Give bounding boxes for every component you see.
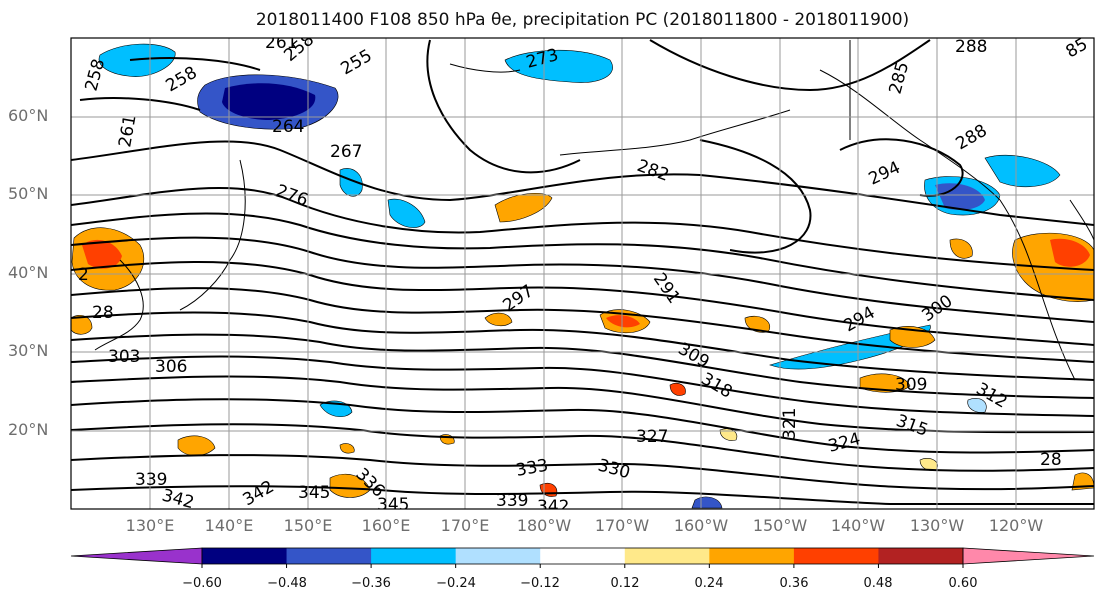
map-title: 2018011400 F108 850 hPa θe, precipitatio… xyxy=(255,10,910,30)
contour-label: 342 xyxy=(537,497,569,517)
colorbar-tick-label: −0.12 xyxy=(520,576,560,591)
contour-label: 342 xyxy=(160,486,197,514)
lat-label-50n: 50°N xyxy=(8,184,49,203)
lon-label: 130°E xyxy=(125,516,175,535)
colorbar-cell xyxy=(286,548,372,564)
contour-label: 264 xyxy=(272,117,304,137)
contour-label: 339 xyxy=(135,470,167,490)
colorbar-tick-label: 0.24 xyxy=(694,576,724,591)
contour-label: 306 xyxy=(155,357,187,377)
colorbar-extend-min xyxy=(70,547,203,565)
colorbar-cell xyxy=(793,548,879,564)
contour-label: 303 xyxy=(108,347,140,367)
map-border xyxy=(70,37,1095,510)
lat-label-30n: 30°N xyxy=(8,341,49,360)
colorbar-tick-label: −0.48 xyxy=(267,576,307,591)
contour-label: 345 xyxy=(377,495,409,515)
lon-label: 170°E xyxy=(440,516,490,535)
colorbar xyxy=(70,547,1095,568)
colorbar-tick-label: −0.36 xyxy=(351,576,391,591)
lon-label: 180°W xyxy=(516,516,572,535)
contour-label: 2 xyxy=(78,265,89,285)
colorbar-cell xyxy=(709,548,795,564)
lon-label: 140°E xyxy=(204,516,254,535)
colorbar-tick-label: −0.24 xyxy=(436,576,476,591)
contour-label: 345 xyxy=(298,483,330,503)
contour-label: 327 xyxy=(636,427,668,447)
colorbar-tick-label: 0.12 xyxy=(610,576,640,591)
lon-label: 130°W xyxy=(909,516,965,535)
contour-label: 28 xyxy=(1040,450,1062,470)
contour-label: 28 xyxy=(92,303,114,323)
lat-label-40n: 40°N xyxy=(8,263,49,282)
colorbar-cell xyxy=(878,548,964,564)
colorbar-tick-label: 0.36 xyxy=(779,576,809,591)
lon-label: 160°E xyxy=(361,516,411,535)
contour-label: 288 xyxy=(955,37,987,57)
theta-e-contours xyxy=(71,39,1094,505)
contour-label: 261 xyxy=(265,33,297,53)
colorbar-cell xyxy=(540,548,626,564)
lon-label: 150°E xyxy=(283,516,333,535)
lon-label: 150°W xyxy=(752,516,808,535)
contour-label: 309 xyxy=(895,375,927,395)
lon-label: 140°W xyxy=(830,516,886,535)
colorbar-extend-max xyxy=(962,547,1095,565)
colorbar-cell xyxy=(371,548,457,564)
graticule xyxy=(71,38,1094,509)
lat-label-60n: 60°N xyxy=(8,106,49,125)
colorbar-cell xyxy=(202,548,288,564)
lon-label: 170°W xyxy=(594,516,650,535)
colorbar-tick-label: 0.48 xyxy=(863,576,893,591)
contour-label: 267 xyxy=(330,142,362,162)
colorbar-tick-label: 0.60 xyxy=(948,576,978,591)
lon-label: 120°W xyxy=(988,516,1044,535)
colorbar-cell xyxy=(624,548,710,564)
lon-label: 160°W xyxy=(673,516,729,535)
lat-label-20n: 20°N xyxy=(8,420,49,439)
contour-label: 321 xyxy=(780,408,800,440)
colorbar-tick-label: −0.60 xyxy=(182,576,222,591)
contour-label: 339 xyxy=(496,491,528,511)
colorbar-cell xyxy=(455,548,541,564)
